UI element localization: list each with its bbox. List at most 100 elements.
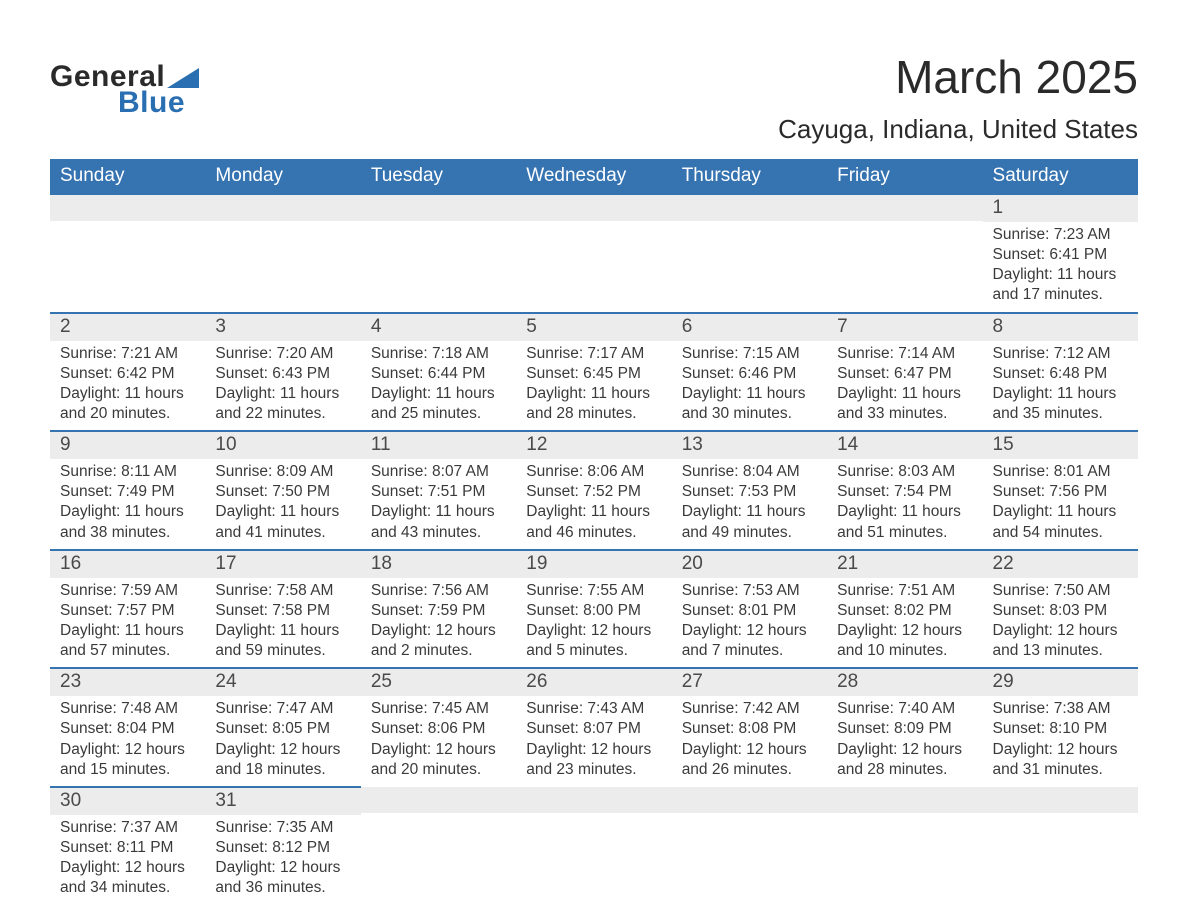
calendar-day-cell: 30Sunrise: 7:37 AMSunset: 8:11 PMDayligh… [50,787,205,905]
day-number: 13 [672,432,827,459]
page-subtitle: Cayuga, Indiana, United States [778,114,1138,145]
calendar-day-cell: 22Sunrise: 7:50 AMSunset: 8:03 PMDayligh… [983,550,1138,669]
daylight-line: Daylight: 12 hours and 36 minutes. [215,858,350,898]
day-body: Sunrise: 8:03 AMSunset: 7:54 PMDaylight:… [827,459,982,549]
sunset-line: Sunset: 8:03 PM [993,601,1128,621]
day-body [361,813,516,883]
day-number: 6 [672,314,827,341]
calendar-day-cell: 17Sunrise: 7:58 AMSunset: 7:58 PMDayligh… [205,550,360,669]
daylight-line: Daylight: 11 hours and 30 minutes. [682,384,817,424]
daylight-line: Daylight: 11 hours and 43 minutes. [371,502,506,542]
calendar-day-cell: 13Sunrise: 8:04 AMSunset: 7:53 PMDayligh… [672,431,827,550]
sunset-line: Sunset: 8:10 PM [993,719,1128,739]
sunset-line: Sunset: 7:58 PM [215,601,350,621]
day-body: Sunrise: 7:55 AMSunset: 8:00 PMDaylight:… [516,578,671,668]
sunrise-line: Sunrise: 8:03 AM [837,462,972,482]
day-body: Sunrise: 7:47 AMSunset: 8:05 PMDaylight:… [205,696,360,786]
sunset-line: Sunset: 6:43 PM [215,364,350,384]
day-number: 9 [50,432,205,459]
day-body [516,813,671,883]
sunset-line: Sunset: 6:45 PM [526,364,661,384]
sunset-line: Sunset: 8:05 PM [215,719,350,739]
day-number: 26 [516,669,671,696]
calendar-day-cell: 10Sunrise: 8:09 AMSunset: 7:50 PMDayligh… [205,431,360,550]
sunset-line: Sunset: 7:54 PM [837,482,972,502]
calendar-day-cell: 29Sunrise: 7:38 AMSunset: 8:10 PMDayligh… [983,668,1138,787]
logo-triangle-icon [167,68,199,88]
calendar-table: SundayMondayTuesdayWednesdayThursdayFrid… [50,159,1138,904]
sunset-line: Sunset: 6:41 PM [993,245,1128,265]
daylight-line: Daylight: 12 hours and 34 minutes. [60,858,195,898]
daylight-line: Daylight: 12 hours and 10 minutes. [837,621,972,661]
sunrise-line: Sunrise: 7:12 AM [993,344,1128,364]
day-body: Sunrise: 7:48 AMSunset: 8:04 PMDaylight:… [50,696,205,786]
day-number: 27 [672,669,827,696]
day-body: Sunrise: 8:01 AMSunset: 7:56 PMDaylight:… [983,459,1138,549]
title-block: March 2025 Cayuga, Indiana, United State… [778,50,1138,145]
sunset-line: Sunset: 6:42 PM [60,364,195,384]
daylight-line: Daylight: 12 hours and 7 minutes. [682,621,817,661]
weekday-header-row: SundayMondayTuesdayWednesdayThursdayFrid… [50,159,1138,194]
calendar-day-cell: 2Sunrise: 7:21 AMSunset: 6:42 PMDaylight… [50,313,205,432]
weekday-header: Wednesday [516,159,671,194]
day-body: Sunrise: 7:45 AMSunset: 8:06 PMDaylight:… [361,696,516,786]
daylight-line: Daylight: 12 hours and 2 minutes. [371,621,506,661]
calendar-day-cell [50,194,205,313]
sunset-line: Sunset: 8:04 PM [60,719,195,739]
calendar-day-cell: 24Sunrise: 7:47 AMSunset: 8:05 PMDayligh… [205,668,360,787]
calendar-day-cell: 12Sunrise: 8:06 AMSunset: 7:52 PMDayligh… [516,431,671,550]
daylight-line: Daylight: 11 hours and 38 minutes. [60,502,195,542]
day-body [827,813,982,883]
sunrise-line: Sunrise: 7:42 AM [682,699,817,719]
daylight-line: Daylight: 12 hours and 28 minutes. [837,740,972,780]
sunset-line: Sunset: 7:50 PM [215,482,350,502]
day-body: Sunrise: 8:09 AMSunset: 7:50 PMDaylight:… [205,459,360,549]
day-body: Sunrise: 7:50 AMSunset: 8:03 PMDaylight:… [983,578,1138,668]
calendar-day-cell: 15Sunrise: 8:01 AMSunset: 7:56 PMDayligh… [983,431,1138,550]
day-number [827,787,982,813]
day-number: 8 [983,314,1138,341]
day-body: Sunrise: 8:07 AMSunset: 7:51 PMDaylight:… [361,459,516,549]
sunset-line: Sunset: 8:11 PM [60,838,195,858]
day-body [205,221,360,291]
daylight-line: Daylight: 12 hours and 26 minutes. [682,740,817,780]
logo: General Blue [50,50,199,120]
daylight-line: Daylight: 11 hours and 59 minutes. [215,621,350,661]
daylight-line: Daylight: 11 hours and 54 minutes. [993,502,1128,542]
day-body: Sunrise: 7:38 AMSunset: 8:10 PMDaylight:… [983,696,1138,786]
day-body [361,221,516,291]
sunrise-line: Sunrise: 7:17 AM [526,344,661,364]
day-body [672,813,827,883]
day-number: 20 [672,551,827,578]
weekday-header: Tuesday [361,159,516,194]
daylight-line: Daylight: 11 hours and 25 minutes. [371,384,506,424]
day-body: Sunrise: 7:53 AMSunset: 8:01 PMDaylight:… [672,578,827,668]
daylight-line: Daylight: 12 hours and 23 minutes. [526,740,661,780]
sunset-line: Sunset: 8:00 PM [526,601,661,621]
sunset-line: Sunset: 7:57 PM [60,601,195,621]
calendar-day-cell: 21Sunrise: 7:51 AMSunset: 8:02 PMDayligh… [827,550,982,669]
day-number: 17 [205,551,360,578]
calendar-day-cell: 8Sunrise: 7:12 AMSunset: 6:48 PMDaylight… [983,313,1138,432]
sunset-line: Sunset: 6:48 PM [993,364,1128,384]
sunrise-line: Sunrise: 7:59 AM [60,581,195,601]
day-number: 18 [361,551,516,578]
sunrise-line: Sunrise: 7:51 AM [837,581,972,601]
daylight-line: Daylight: 11 hours and 57 minutes. [60,621,195,661]
day-body: Sunrise: 7:18 AMSunset: 6:44 PMDaylight:… [361,341,516,431]
sunset-line: Sunset: 7:56 PM [993,482,1128,502]
sunset-line: Sunset: 7:52 PM [526,482,661,502]
calendar-week-row: 23Sunrise: 7:48 AMSunset: 8:04 PMDayligh… [50,668,1138,787]
sunset-line: Sunset: 8:08 PM [682,719,817,739]
day-number [827,195,982,221]
calendar-day-cell: 26Sunrise: 7:43 AMSunset: 8:07 PMDayligh… [516,668,671,787]
day-number: 4 [361,314,516,341]
calendar-day-cell: 14Sunrise: 8:03 AMSunset: 7:54 PMDayligh… [827,431,982,550]
day-number: 19 [516,551,671,578]
day-body: Sunrise: 8:06 AMSunset: 7:52 PMDaylight:… [516,459,671,549]
sunrise-line: Sunrise: 8:04 AM [682,462,817,482]
day-number: 15 [983,432,1138,459]
calendar-day-cell [516,194,671,313]
sunset-line: Sunset: 8:06 PM [371,719,506,739]
day-number: 23 [50,669,205,696]
